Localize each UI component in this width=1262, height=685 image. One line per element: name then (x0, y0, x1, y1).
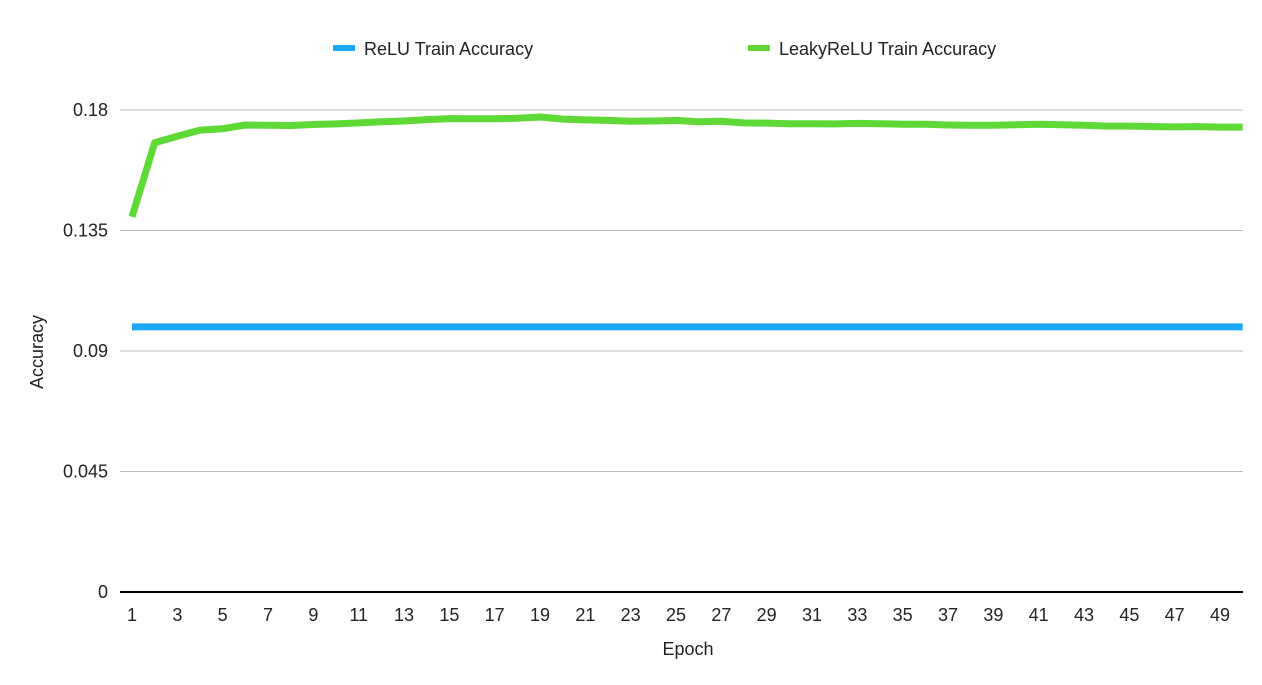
x-tick-label: 3 (172, 605, 182, 625)
x-tick-label: 47 (1165, 605, 1185, 625)
x-tick-label: 25 (666, 605, 686, 625)
x-tick-label: 39 (983, 605, 1003, 625)
x-tick-label: 19 (530, 605, 550, 625)
legend: ReLU Train Accuracy LeakyReLU Train Accur… (333, 39, 996, 59)
y-tick-label: 0.18 (73, 100, 108, 120)
x-tick-label: 49 (1210, 605, 1230, 625)
legend-label: ReLU Train Accuracy (364, 39, 533, 59)
series-lines (128, 113, 1243, 331)
x-tick-label: 27 (711, 605, 731, 625)
x-tick-label: 11 (349, 605, 368, 625)
y-tick-label: 0.09 (73, 341, 108, 361)
y-axis-ticks: 0 0.045 0.09 0.135 0.18 (63, 100, 108, 602)
y-axis-label: Accuracy (27, 315, 47, 389)
x-tick-label: 21 (575, 605, 595, 625)
y-tick-label: 0.045 (63, 462, 108, 482)
x-tick-label: 43 (1074, 605, 1094, 625)
gridlines (120, 109, 1243, 593)
x-axis-ticks: 1 3 5 7 9 11 13 15 17 19 21 23 25 27 29 31 33 35 37 39 41 43 4… (127, 605, 1230, 625)
x-axis-label: Epoch (662, 639, 713, 659)
y-tick-label: 0.135 (63, 221, 108, 241)
x-tick-label: 35 (893, 605, 913, 625)
x-tick-label: 33 (847, 605, 867, 625)
x-tick-label: 23 (621, 605, 641, 625)
series-line-leakyrelu (128, 113, 1243, 218)
x-tick-label: 45 (1119, 605, 1139, 625)
y-tick-label: 0 (98, 582, 108, 602)
x-tick-label: 31 (802, 605, 822, 625)
x-tick-label: 5 (218, 605, 228, 625)
x-tick-label: 7 (263, 605, 273, 625)
x-tick-label: 37 (938, 605, 958, 625)
x-tick-label: 1 (127, 605, 137, 625)
x-tick-label: 9 (308, 605, 318, 625)
x-tick-label: 29 (757, 605, 777, 625)
x-tick-label: 17 (485, 605, 505, 625)
x-tick-label: 13 (394, 605, 414, 625)
legend-label: LeakyReLU Train Accuracy (779, 39, 996, 59)
x-tick-label: 15 (439, 605, 459, 625)
x-tick-label: 41 (1029, 605, 1049, 625)
